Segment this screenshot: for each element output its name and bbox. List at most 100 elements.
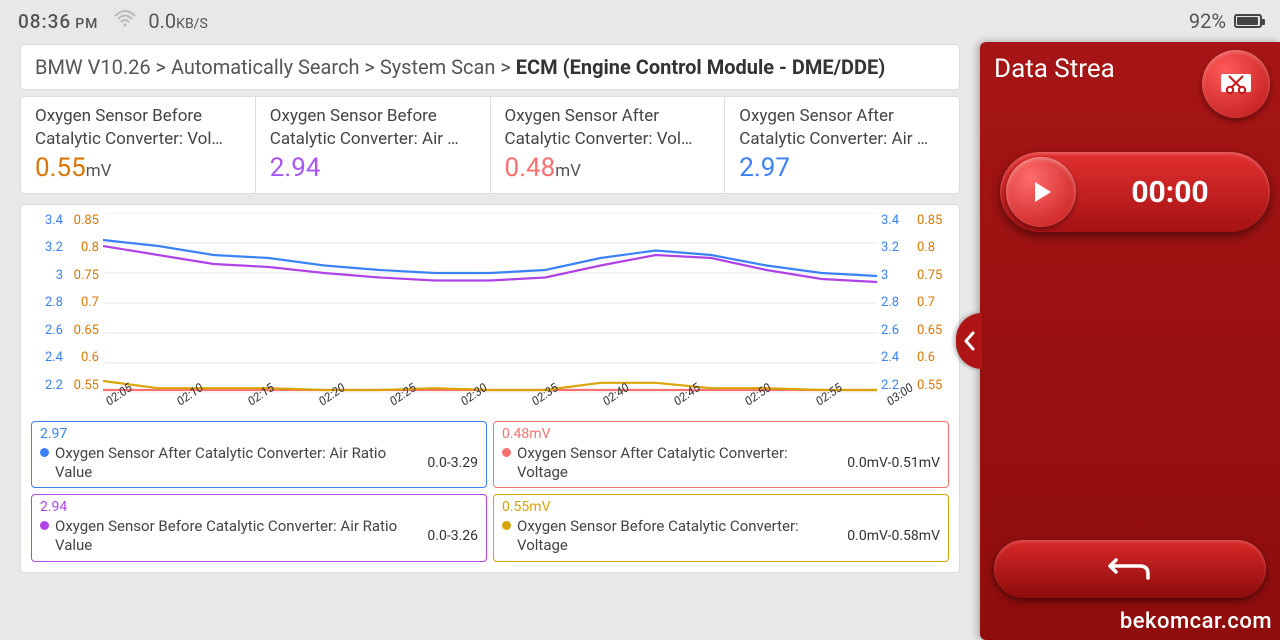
speed-unit: KB/S	[176, 16, 208, 32]
legend-value: 2.94	[40, 499, 478, 515]
legend-dot	[40, 521, 49, 530]
ytick: 2.2	[31, 378, 63, 393]
legend-dot	[502, 521, 511, 530]
chart-card: 3.43.232.82.62.42.2 0.850.80.750.70.650.…	[20, 204, 960, 573]
ytick: 2.4	[881, 350, 913, 365]
side-panel: Data Strea 00:00 bekomcar.com	[980, 42, 1280, 640]
series-after-air-ratio	[103, 240, 877, 276]
legend-name: Oxygen Sensor Before Catalytic Converter…	[517, 517, 841, 555]
chart-wrap: 3.43.232.82.62.42.2 0.850.80.750.70.650.…	[31, 213, 949, 393]
ytick: 0.55	[917, 378, 949, 393]
scissors-icon	[1219, 70, 1253, 98]
legend-cell[interactable]: 2.94 Oxygen Sensor Before Catalytic Conv…	[31, 494, 487, 562]
legend-value: 2.97	[40, 426, 478, 442]
yaxis-left-primary: 3.4 3.2 3 2.8 2.6 2.4 2.2	[31, 213, 67, 393]
legend-range: 0.0-3.29	[427, 455, 478, 471]
metric-title-l1: Oxygen Sensor Before	[270, 105, 476, 128]
legend-range: 0.0mV-0.51mV	[847, 455, 940, 471]
status-right: 92%	[1189, 9, 1262, 33]
metric-title-l1: Oxygen Sensor After	[739, 105, 945, 128]
speed-value: 0.0	[148, 9, 176, 33]
ytick: 0.85	[67, 213, 99, 228]
metric-title-l1: Oxygen Sensor Before	[35, 105, 241, 128]
legend-cell[interactable]: 2.97 Oxygen Sensor After Catalytic Conve…	[31, 421, 487, 489]
legend-dot	[502, 448, 511, 457]
ytick: 2.8	[881, 295, 913, 310]
ytick: 0.6	[67, 350, 99, 365]
ytick: 3	[881, 268, 913, 283]
legend-name: Oxygen Sensor After Catalytic Converter:…	[55, 444, 421, 482]
ytick: 3.2	[31, 240, 63, 255]
legend-cell[interactable]: 0.48mV Oxygen Sensor After Catalytic Con…	[493, 421, 949, 489]
legend-name: Oxygen Sensor Before Catalytic Converter…	[55, 517, 421, 555]
ytick: 2.6	[31, 323, 63, 338]
ytick: 0.85	[917, 213, 949, 228]
legend-range: 0.0mV-0.58mV	[847, 528, 940, 544]
watermark: bekomcar.com	[1120, 609, 1272, 634]
ytick: 0.75	[67, 268, 99, 283]
breadcrumb-current: ECM (Engine Control Module - DME/DDE)	[516, 55, 886, 79]
legend-range: 0.0-3.26	[427, 528, 478, 544]
ytick: 0.8	[67, 240, 99, 255]
metric-card[interactable]: Oxygen Sensor After Catalytic Converter:…	[725, 97, 959, 193]
legend-name: Oxygen Sensor After Catalytic Converter:…	[517, 444, 841, 482]
time-ampm: PM	[75, 16, 98, 32]
metric-title-l2: Catalytic Converter: Vol…	[505, 128, 711, 151]
metrics-row: Oxygen Sensor Before Catalytic Converter…	[20, 96, 960, 194]
chevron-left-icon	[962, 331, 976, 351]
yaxis-left-secondary: 0.85 0.8 0.75 0.7 0.65 0.6 0.55	[67, 213, 103, 393]
wifi-icon	[114, 10, 136, 32]
ytick: 0.65	[67, 323, 99, 338]
legend-dot	[40, 448, 49, 457]
metric-title-l1: Oxygen Sensor After	[505, 105, 711, 128]
metric-title-l2: Catalytic Converter: Vol…	[35, 128, 241, 151]
legend-value: 0.55mV	[502, 499, 940, 515]
record-timer: 00:00	[1076, 175, 1264, 210]
time-value: 08:36	[18, 10, 71, 33]
ytick: 3	[31, 268, 63, 283]
back-button[interactable]	[994, 540, 1266, 598]
ytick: 3.4	[31, 213, 63, 228]
ytick: 3.4	[881, 213, 913, 228]
screenshot-button[interactable]	[1202, 50, 1270, 118]
legend-grid: 2.97 Oxygen Sensor After Catalytic Conve…	[31, 421, 949, 562]
yaxis-right-secondary: 0.85 0.8 0.75 0.7 0.65 0.6 0.55	[913, 213, 949, 393]
breadcrumb-path: BMW V10.26 > Automatically Search > Syst…	[35, 55, 516, 79]
record-button[interactable]: 00:00	[1000, 152, 1270, 232]
metric-value: 0.55mV	[35, 153, 241, 183]
metric-value: 2.97	[739, 153, 945, 183]
legend-cell[interactable]: 0.55mV Oxygen Sensor Before Catalytic Co…	[493, 494, 949, 562]
battery-percent: 92%	[1189, 9, 1226, 33]
metric-card[interactable]: Oxygen Sensor After Catalytic Converter:…	[491, 97, 726, 193]
back-icon	[1108, 554, 1152, 584]
battery-icon	[1234, 14, 1262, 28]
chart-xaxis: 02:0502:1002:1502:2002:2502:3002:3502:40…	[103, 397, 913, 411]
ytick: 0.55	[67, 378, 99, 393]
ytick: 0.7	[67, 295, 99, 310]
network-speed: 0.0KB/S	[148, 9, 207, 33]
chart-svg	[103, 213, 877, 393]
metric-card[interactable]: Oxygen Sensor Before Catalytic Converter…	[256, 97, 491, 193]
ytick: 2.4	[31, 350, 63, 365]
chart-plot	[103, 213, 877, 393]
metric-title-l2: Catalytic Converter: Air …	[739, 128, 945, 151]
ytick: 0.65	[917, 323, 949, 338]
ytick: 0.8	[917, 240, 949, 255]
legend-value: 0.48mV	[502, 426, 940, 442]
ytick: 3.2	[881, 240, 913, 255]
main-content: Oxygen Sensor Before Catalytic Converter…	[20, 96, 960, 573]
status-time: 08:36PM	[18, 10, 98, 33]
ytick: 0.75	[917, 268, 949, 283]
yaxis-right-primary: 3.43.232.82.62.42.2	[877, 213, 913, 393]
ytick: 2.6	[881, 323, 913, 338]
ytick: 0.7	[917, 295, 949, 310]
ytick: 0.6	[917, 350, 949, 365]
status-bar: 08:36PM 0.0KB/S 92%	[0, 0, 1280, 42]
metric-value: 2.94	[270, 153, 476, 183]
metric-card[interactable]: Oxygen Sensor Before Catalytic Converter…	[21, 97, 256, 193]
play-icon	[1006, 157, 1076, 227]
ytick: 2.8	[31, 295, 63, 310]
metric-value: 0.48mV	[505, 153, 711, 183]
metric-title-l2: Catalytic Converter: Air …	[270, 128, 476, 151]
breadcrumb: BMW V10.26 > Automatically Search > Syst…	[20, 44, 960, 90]
